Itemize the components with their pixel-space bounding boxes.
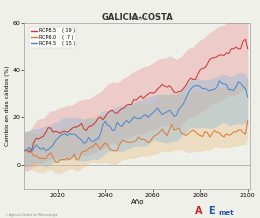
- Legend: RCP8.5    ( 19 ), RCP6.0    (  7 ), RCP4.5    ( 15 ): RCP8.5 ( 19 ), RCP6.0 ( 7 ), RCP4.5 ( 15…: [29, 27, 76, 48]
- Text: met: met: [218, 210, 234, 216]
- Y-axis label: Cambio en días cálidos (%): Cambio en días cálidos (%): [4, 65, 10, 146]
- X-axis label: Año: Año: [131, 199, 144, 205]
- Title: GALICIA-COSTA: GALICIA-COSTA: [101, 13, 173, 22]
- Text: © Agencia Estatal de Meteorología: © Agencia Estatal de Meteorología: [5, 213, 57, 217]
- Text: ANUAL: ANUAL: [130, 16, 148, 21]
- Text: E: E: [208, 206, 214, 216]
- Text: A: A: [195, 206, 203, 216]
